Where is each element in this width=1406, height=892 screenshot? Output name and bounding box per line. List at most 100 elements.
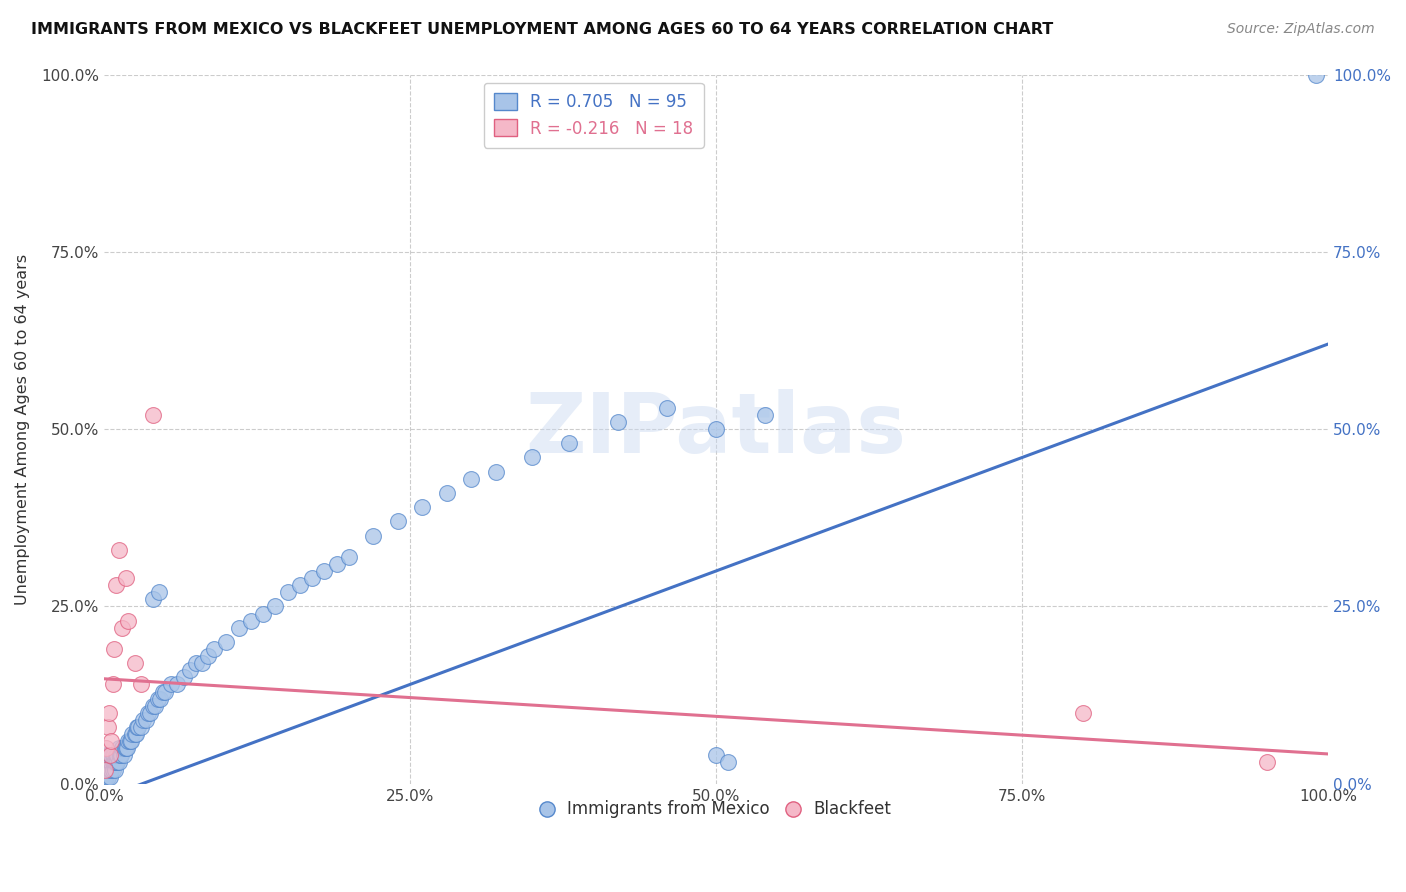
Point xyxy=(100,748,122,763)
Point xyxy=(173,670,195,684)
Point xyxy=(118,734,141,748)
Point xyxy=(100,763,122,777)
Point xyxy=(105,748,128,763)
Point xyxy=(142,408,165,422)
Point xyxy=(94,770,117,784)
Point xyxy=(115,741,138,756)
Point xyxy=(191,656,214,670)
Point xyxy=(110,748,132,763)
Point xyxy=(717,756,740,770)
Point xyxy=(115,571,138,585)
Point xyxy=(107,756,129,770)
Point xyxy=(96,748,118,763)
Point xyxy=(301,571,323,585)
Point xyxy=(97,763,120,777)
Point xyxy=(325,557,347,571)
Point xyxy=(96,770,118,784)
Point xyxy=(146,691,169,706)
Point xyxy=(94,763,117,777)
Point xyxy=(361,528,384,542)
Point xyxy=(105,756,128,770)
Point xyxy=(124,727,146,741)
Point xyxy=(485,465,508,479)
Point xyxy=(97,763,120,777)
Point xyxy=(704,422,727,436)
Text: Source: ZipAtlas.com: Source: ZipAtlas.com xyxy=(1227,22,1375,37)
Point xyxy=(101,756,124,770)
Point xyxy=(149,691,172,706)
Point xyxy=(264,599,287,614)
Point xyxy=(100,734,122,748)
Text: IMMIGRANTS FROM MEXICO VS BLACKFEET UNEMPLOYMENT AMONG AGES 60 TO 64 YEARS CORRE: IMMIGRANTS FROM MEXICO VS BLACKFEET UNEM… xyxy=(31,22,1053,37)
Point xyxy=(104,756,127,770)
Y-axis label: Unemployment Among Ages 60 to 64 years: Unemployment Among Ages 60 to 64 years xyxy=(15,253,30,605)
Point xyxy=(139,706,162,720)
Point xyxy=(108,748,131,763)
Point xyxy=(98,756,121,770)
Point xyxy=(215,635,238,649)
Point xyxy=(101,677,124,691)
Point xyxy=(152,684,174,698)
Point xyxy=(103,748,125,763)
Point xyxy=(184,656,207,670)
Point xyxy=(129,677,152,691)
Point xyxy=(124,656,146,670)
Point xyxy=(125,727,148,741)
Text: ZIPatlas: ZIPatlas xyxy=(526,389,907,469)
Point xyxy=(277,585,299,599)
Point xyxy=(411,500,433,515)
Point xyxy=(145,698,167,713)
Point xyxy=(94,756,117,770)
Point xyxy=(387,514,409,528)
Point xyxy=(228,621,250,635)
Point xyxy=(655,401,678,415)
Point xyxy=(522,450,544,465)
Point xyxy=(1256,756,1278,770)
Point xyxy=(239,614,262,628)
Legend: Immigrants from Mexico, Blackfeet: Immigrants from Mexico, Blackfeet xyxy=(534,794,898,825)
Point xyxy=(117,734,139,748)
Point xyxy=(148,585,170,599)
Point xyxy=(132,713,155,727)
Point xyxy=(129,720,152,734)
Point xyxy=(97,748,120,763)
Point xyxy=(96,741,118,756)
Point xyxy=(114,741,136,756)
Point xyxy=(436,486,458,500)
Point xyxy=(97,756,120,770)
Point xyxy=(754,408,776,422)
Point xyxy=(314,564,336,578)
Point xyxy=(98,770,121,784)
Point xyxy=(202,642,225,657)
Point xyxy=(142,592,165,607)
Point xyxy=(125,720,148,734)
Point xyxy=(1305,68,1327,82)
Point xyxy=(142,698,165,713)
Point xyxy=(96,763,118,777)
Point xyxy=(1071,706,1094,720)
Point xyxy=(121,727,143,741)
Point xyxy=(98,763,121,777)
Point xyxy=(107,748,129,763)
Point xyxy=(127,720,149,734)
Point xyxy=(179,663,201,677)
Point xyxy=(704,748,727,763)
Point xyxy=(97,720,120,734)
Point xyxy=(103,756,125,770)
Point xyxy=(101,763,124,777)
Point xyxy=(558,436,581,450)
Point xyxy=(288,578,311,592)
Point xyxy=(97,770,120,784)
Point xyxy=(104,763,127,777)
Point xyxy=(101,748,124,763)
Point xyxy=(160,677,183,691)
Point xyxy=(166,677,188,691)
Point xyxy=(120,734,142,748)
Point xyxy=(98,748,121,763)
Point xyxy=(111,621,134,635)
Point xyxy=(94,763,117,777)
Point xyxy=(97,756,120,770)
Point xyxy=(153,684,176,698)
Point xyxy=(337,549,360,564)
Point xyxy=(607,415,630,429)
